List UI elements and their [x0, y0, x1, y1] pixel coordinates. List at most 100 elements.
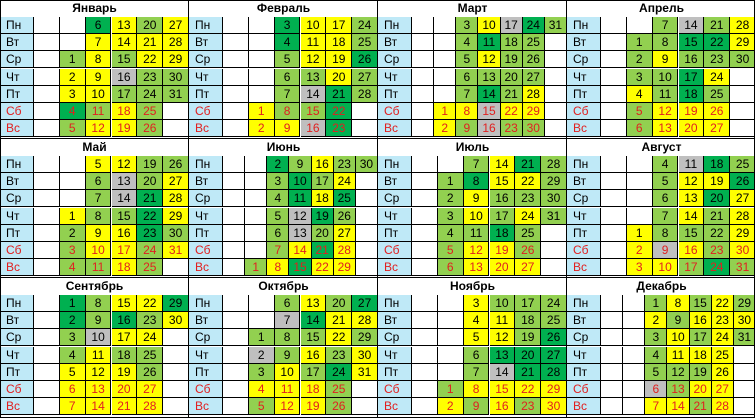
empty-cell — [544, 68, 567, 86]
empty-cell — [623, 312, 646, 330]
day-cell: 27 — [522, 68, 545, 86]
day-cell: 23 — [711, 312, 734, 330]
empty-cell — [412, 51, 435, 69]
day-cell: 10 — [652, 68, 679, 86]
empty-cell — [34, 85, 60, 103]
month-title: Июнь — [266, 140, 301, 154]
empty-cell — [223, 156, 246, 173]
day-cell: 20 — [704, 190, 731, 208]
day-cell: 23 — [515, 398, 542, 416]
day-cell: 17 — [300, 363, 327, 381]
row-divider — [0, 277, 755, 278]
day-cell: 7 — [85, 190, 112, 208]
empty-cell — [730, 85, 755, 103]
day-cell: 5 — [85, 156, 112, 173]
empty-cell — [223, 190, 246, 208]
weekday-label: Пт — [0, 85, 34, 103]
day-cell: 20 — [489, 259, 516, 277]
weekday-label: Пт — [378, 85, 412, 103]
day-cell: 30 — [163, 224, 189, 242]
day-cell: 1 — [245, 259, 268, 277]
day-cell: 28 — [541, 156, 567, 173]
day-cell: 15 — [489, 381, 516, 398]
empty-cell — [601, 68, 627, 86]
weekday-label: Ср — [567, 190, 601, 208]
empty-cell — [544, 85, 567, 103]
day-cell: 25 — [704, 85, 731, 103]
day-cell: 24 — [326, 363, 353, 381]
day-cell: 21 — [689, 398, 712, 416]
empty-cell — [34, 103, 60, 120]
day-cell: 18 — [311, 190, 334, 208]
weekday-label: Сб — [378, 242, 412, 259]
column-divider — [0, 0, 1, 418]
day-cell: 3 — [59, 242, 86, 259]
empty-cell — [412, 156, 438, 173]
day-cell: 6 — [645, 381, 668, 398]
empty-cell — [245, 156, 268, 173]
day-cell: 17 — [111, 85, 138, 103]
day-cell: 11 — [478, 34, 501, 52]
day-cell: 9 — [289, 156, 312, 173]
day-cell: 2 — [437, 190, 464, 208]
day-cell: 2 — [59, 224, 86, 242]
empty-cell — [626, 207, 653, 225]
day-cell: 27 — [730, 190, 755, 208]
empty-cell — [34, 17, 60, 34]
day-cell: 29 — [352, 329, 378, 347]
day-cell: 30 — [733, 312, 755, 330]
day-cell: 24 — [522, 17, 545, 34]
day-cell: 17 — [689, 329, 712, 347]
empty-cell — [544, 103, 567, 120]
day-cell: 11 — [667, 346, 690, 364]
day-cell: 18 — [689, 346, 712, 364]
day-cell: 9 — [274, 346, 301, 364]
weekday-label: Пн — [378, 17, 412, 34]
day-cell: 25 — [711, 346, 734, 364]
day-cell: 24 — [333, 173, 356, 191]
empty-cell — [223, 51, 249, 69]
empty-cell — [626, 190, 653, 208]
empty-cell — [601, 190, 627, 208]
day-cell: 20 — [326, 68, 353, 86]
day-cell: 3 — [267, 173, 290, 191]
day-cell: 30 — [522, 120, 545, 138]
day-cell: 27 — [352, 295, 378, 312]
day-cell: 3 — [59, 329, 86, 347]
day-cell: 10 — [85, 85, 112, 103]
weekday-label: Чт — [189, 68, 223, 86]
day-cell: 28 — [711, 398, 734, 416]
day-cell: 13 — [111, 173, 138, 191]
day-cell: 13 — [667, 381, 690, 398]
empty-cell — [412, 363, 438, 381]
weekday-label: Чт — [189, 346, 223, 364]
empty-cell — [733, 381, 755, 398]
weekday-label: Пн — [567, 156, 601, 173]
weekday-label: Чт — [567, 346, 601, 364]
day-cell: 4 — [456, 34, 479, 52]
day-cell: 16 — [300, 346, 327, 364]
day-cell: 18 — [300, 381, 327, 398]
weekday-label: Сб — [0, 103, 34, 120]
day-cell: 27 — [541, 346, 567, 364]
weekday-label: Вт — [0, 34, 34, 52]
empty-cell — [412, 68, 435, 86]
day-cell: 24 — [541, 295, 567, 312]
day-cell: 11 — [463, 224, 490, 242]
month-title: Апрель — [639, 1, 684, 15]
day-cell: 15 — [111, 295, 138, 312]
empty-cell — [730, 68, 755, 86]
day-cell: 22 — [326, 329, 353, 347]
empty-cell — [223, 34, 249, 52]
day-cell: 16 — [300, 120, 327, 138]
day-cell: 4 — [645, 346, 668, 364]
day-cell: 5 — [59, 120, 86, 138]
empty-cell — [34, 34, 60, 52]
day-cell: 23 — [515, 190, 542, 208]
day-cell: 24 — [352, 17, 378, 34]
weekday-label: Вс — [189, 259, 223, 277]
day-cell: 17 — [678, 259, 705, 277]
empty-cell — [412, 224, 438, 242]
empty-cell — [34, 120, 60, 138]
weekday-label: Вс — [378, 398, 412, 416]
